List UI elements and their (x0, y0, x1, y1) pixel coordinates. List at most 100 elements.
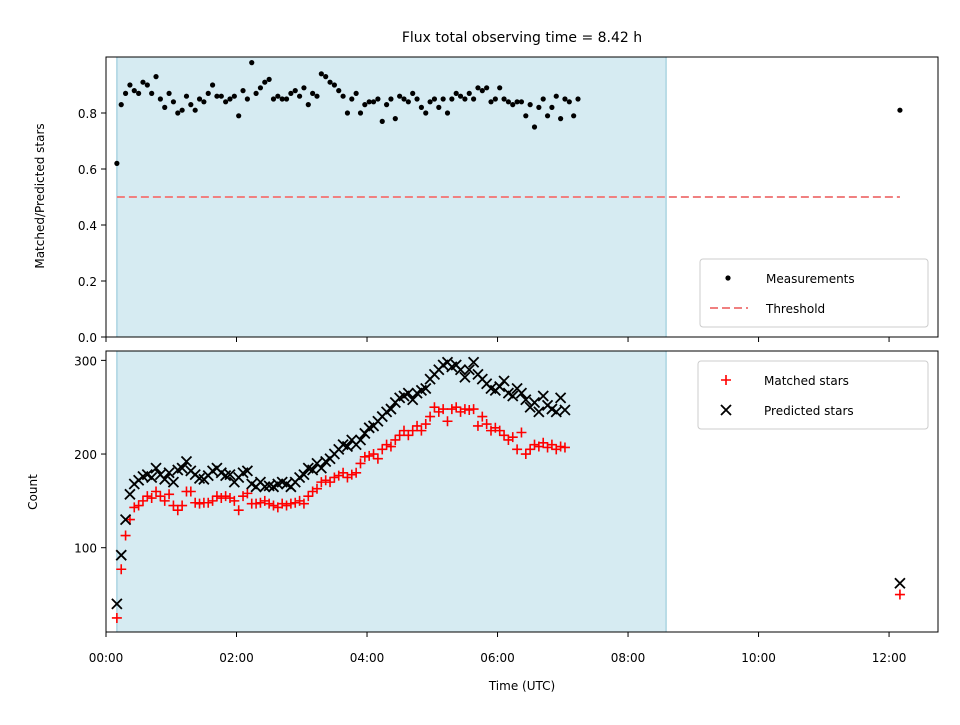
measurement-point (549, 104, 555, 110)
predicted-star-point (124, 488, 136, 500)
predicted-star-point (354, 434, 367, 446)
measurement-point (449, 96, 455, 102)
matched-star-point (555, 441, 566, 452)
measurement-point (201, 99, 207, 105)
matched-star-point (285, 498, 296, 509)
x-tick-label: 04:00 (350, 651, 385, 665)
matched-star-point (416, 425, 427, 436)
top-panel: Flux total observing time = 8.42 h Match… (33, 30, 939, 345)
measurement-point (431, 96, 438, 102)
measurement-point (170, 99, 177, 105)
matched-star-point (459, 404, 470, 415)
x-axis-label: Time (UTC) (488, 679, 555, 693)
matched-star-point (390, 434, 401, 445)
matched-star-point (142, 491, 153, 502)
measurement-point (514, 99, 520, 105)
predicted-star-point (167, 476, 180, 488)
x-tick-label: 02:00 (219, 651, 254, 665)
matched-star-point (525, 444, 536, 455)
predicted-star-point (537, 390, 549, 402)
measurement-point (188, 102, 194, 108)
matched-star-point (298, 498, 309, 509)
bottom-legend: Matched stars Predicted stars (697, 360, 929, 430)
matched-star-point (499, 430, 510, 441)
predicted-star-point (259, 481, 271, 493)
predicted-star-point (498, 375, 510, 387)
legend-marker-matched (721, 375, 731, 385)
bottom-axes-frame (105, 350, 939, 633)
measurement-point (236, 113, 242, 119)
measurement-point (262, 79, 268, 85)
legend-marker-measurements (725, 275, 731, 281)
top-y-tick-label: 0.0 (78, 331, 97, 345)
bottom-y-tick-label: 100 (74, 542, 97, 556)
predicted-star-point (263, 480, 275, 492)
matched-star-point (316, 477, 327, 488)
measurement-point (340, 93, 346, 99)
measurement-point (209, 82, 216, 88)
predicted-star-point (515, 387, 528, 399)
measurement-point (283, 96, 290, 102)
measurement-point (118, 102, 124, 108)
matched-star-point (481, 419, 492, 430)
matched-star-point (168, 500, 179, 511)
x-tick-label: 12:00 (872, 651, 907, 665)
measurement-point (531, 124, 538, 130)
measurement-point (205, 90, 211, 96)
matched-star-point (512, 444, 523, 455)
predicted-star-point (402, 387, 414, 399)
matched-star-point (429, 402, 440, 413)
matched-star-point (159, 495, 170, 506)
measurement-point (166, 90, 172, 96)
matched-star-point (325, 477, 336, 488)
measurement-point (218, 93, 224, 99)
matched-star-point (190, 497, 201, 508)
measurement-point (344, 110, 351, 116)
matched-star-point (211, 491, 222, 502)
predicted-star-point (341, 440, 354, 453)
measurement-point (279, 96, 285, 102)
measurement-point (571, 113, 577, 119)
x-tick-label: 08:00 (611, 651, 646, 665)
matched-star-point (255, 497, 266, 508)
measurement-point (266, 76, 272, 82)
top-legend: Measurements Threshold (699, 258, 929, 328)
predicted-star-point (463, 364, 475, 376)
measurement-point (231, 93, 237, 99)
measurement-point (405, 99, 411, 105)
measurement-point (179, 107, 185, 113)
predicted-star-point (385, 403, 397, 415)
predicted-star-point (115, 549, 127, 561)
top-y-tick-label: 0.2 (78, 275, 97, 289)
matched-star-point (116, 564, 127, 575)
measurement-point (196, 96, 203, 102)
bottom-y-tick-label: 300 (74, 354, 97, 368)
measurement-point (362, 102, 368, 108)
predicted-star-point (180, 455, 193, 468)
measurement-point (144, 82, 150, 88)
measurement-point (296, 93, 303, 99)
measurement-point (275, 93, 281, 99)
matched-star-point (520, 449, 531, 460)
matched-star-point (151, 486, 162, 497)
measurement-point (305, 102, 311, 108)
matched-star-point (220, 491, 231, 502)
measurement-point (323, 74, 329, 80)
measurement-point (327, 79, 333, 85)
predicted-star-point (150, 462, 162, 474)
matched-star-point (507, 432, 518, 443)
predicted-star-point (420, 382, 432, 395)
measurement-point (292, 88, 298, 94)
measurement-point (562, 96, 568, 102)
matched-star-point (355, 458, 366, 469)
measurement-point (227, 96, 233, 102)
measurement-point (418, 104, 424, 110)
matched-star-point (494, 425, 505, 436)
matched-star-point (133, 500, 144, 511)
matched-star-point (438, 404, 449, 415)
measurement-point (466, 90, 472, 96)
measurement-point (423, 110, 429, 116)
measurement-point (488, 99, 494, 105)
predicted-star-point (146, 471, 158, 484)
measurement-point (501, 96, 507, 102)
